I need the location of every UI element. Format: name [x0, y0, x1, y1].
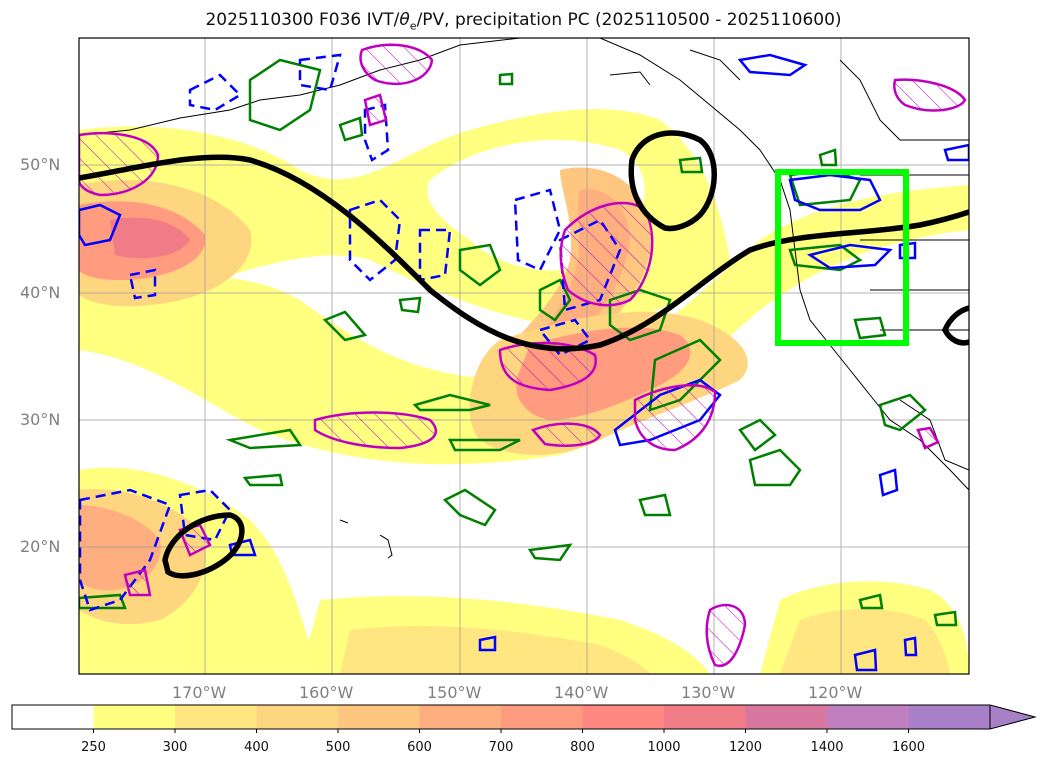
colorbar-segment [501, 705, 583, 729]
colorbar-tick-label: 1000 [647, 740, 681, 755]
colorbar-segment [745, 705, 828, 729]
colorbar-segment [175, 705, 257, 729]
colorbar-tick-label: 1200 [728, 740, 763, 755]
colorbar-tick-label: 400 [244, 740, 269, 755]
lat-label-20n: 20°N [20, 537, 61, 556]
colorbar-segment [93, 705, 176, 729]
colorbar-segment [12, 705, 94, 729]
colorbar-segment [419, 705, 502, 729]
lon-label-160w: 160°W [299, 683, 354, 702]
colorbar-tick-label: 1600 [891, 740, 926, 755]
map-frame [78, 37, 970, 675]
colorbar-segment [908, 705, 991, 729]
colorbar-tick-label: 700 [488, 740, 514, 755]
lon-label-120w: 120°W [808, 683, 863, 702]
lat-label-50n: 50°N [20, 155, 61, 174]
ivt-contour-lines [79, 130, 969, 579]
lat-label-40n: 40°N [20, 283, 61, 302]
colorbar-segment [256, 705, 339, 729]
lon-label-140w: 140°W [554, 683, 609, 702]
pv-hatched-regions [79, 43, 967, 667]
theta-e-positive-contours [79, 58, 958, 627]
coastlines [79, 38, 969, 559]
colorbar-segment [664, 705, 746, 729]
lon-label-130w: 130°W [681, 683, 736, 702]
lon-label-170w: 170°W [172, 683, 227, 702]
colorbar-tick-label: 800 [570, 740, 595, 755]
colorbar-tick-label: 600 [407, 740, 432, 755]
colorbar-tick-label: 1400 [810, 740, 844, 755]
map-plot-area [79, 38, 969, 674]
lon-label-150w: 150°W [427, 683, 482, 702]
map-grid [79, 38, 969, 674]
colorbar-segment [827, 705, 909, 729]
colorbar-segment [338, 705, 420, 729]
colorbar-extend-arrow [989, 704, 1037, 730]
colorbar-tick-label: 500 [325, 740, 351, 755]
figure-title: 2025110300 F036 IVT/θe/PV, precipitation… [205, 10, 842, 33]
colorbar [11, 704, 1037, 733]
colorbar-segment [582, 705, 665, 729]
precipitation-focus-box [775, 169, 909, 346]
colorbar-tick-label: 250 [81, 740, 106, 755]
colorbar-tick-label: 300 [162, 740, 188, 755]
lat-label-30n: 30°N [20, 410, 61, 429]
